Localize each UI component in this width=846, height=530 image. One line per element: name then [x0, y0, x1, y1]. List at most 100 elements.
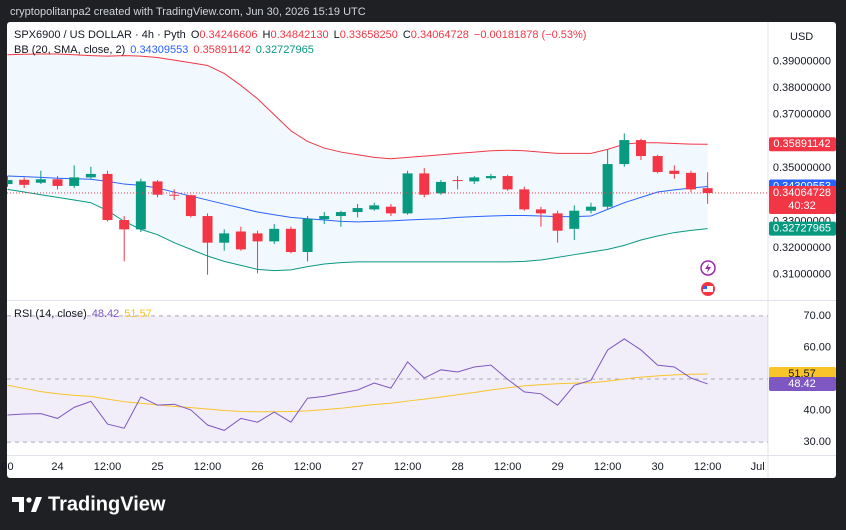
candle-body	[519, 189, 530, 210]
candle-body	[485, 176, 496, 179]
y-tick-label: 40.00	[803, 404, 831, 416]
ohlc-label: H	[263, 29, 271, 41]
last-value-label: 0.35891142	[773, 138, 830, 150]
legend: SPX6900 / US DOLLAR · 4h · Pyth O0.342466…	[14, 29, 586, 41]
indicator-value: 0.34309553	[130, 44, 188, 56]
y-tick-label: 0.35000000	[773, 162, 831, 174]
panel	[7, 22, 836, 478]
last-value-box	[769, 185, 836, 214]
candle-body	[535, 209, 546, 214]
candle-body	[169, 194, 180, 196]
countdown: 40:32	[788, 200, 816, 212]
symbol-title: SPX6900 / US DOLLAR · 4h · Pyth	[14, 29, 186, 41]
candle-body	[202, 216, 213, 243]
brand: TradingView	[48, 493, 166, 515]
y-tick-label: 0.39000000	[773, 55, 831, 67]
candle-body	[652, 156, 663, 173]
candle-body	[35, 179, 46, 183]
x-tick-label: 00	[1, 461, 13, 473]
y-tick-label: 0.31000000	[773, 269, 831, 281]
ohlc-label: C	[403, 29, 411, 41]
x-tick-label: 26	[251, 461, 263, 473]
candle-body	[119, 220, 130, 230]
candle-body	[469, 177, 480, 182]
axes: 00 24 12:00 25 12:00 26 12:00 27 12:00 28 12:00 29 1…	[1, 55, 836, 473]
candle-body	[252, 233, 263, 242]
candle-body	[102, 173, 113, 221]
candle-body	[602, 164, 613, 207]
event-icon[interactable]	[701, 282, 715, 296]
y-tick-label: 0.32000000	[773, 242, 831, 254]
candle-body	[502, 176, 513, 190]
candle-body	[452, 180, 463, 182]
last-value-box	[769, 137, 836, 152]
indicator-title: RSI (14, close)	[14, 308, 87, 320]
indicator-value: 0.32727965	[256, 44, 314, 56]
band-fill	[7, 53, 708, 271]
candle-body	[52, 179, 63, 186]
ohlc-label: L	[334, 29, 340, 41]
indicator-value: 51.57	[124, 308, 152, 320]
alert-icon[interactable]	[700, 260, 716, 276]
price-pane	[7, 53, 768, 275]
x-tick-label: 24	[51, 461, 63, 473]
legend: RSI (14, close) 48.42 51.57	[14, 308, 152, 320]
x-tick-label: 12:00	[394, 461, 422, 473]
ohlc-label: O	[191, 29, 200, 41]
candle-body	[569, 210, 580, 229]
x-tick-label: 30	[652, 461, 664, 473]
last-value-label: 48.42	[788, 378, 816, 390]
x-tick-label: 28	[451, 461, 463, 473]
change-label: −0.00181878 (−0.53%)	[474, 29, 587, 41]
y-tick-label: 70.00	[803, 310, 831, 322]
indicator-value: 48.42	[92, 308, 120, 320]
x-tick-label: 12:00	[94, 461, 122, 473]
ohlc-value: 0.34842130	[270, 29, 328, 41]
last-value-label: 0.34064728	[773, 187, 831, 199]
candle-body	[352, 208, 363, 213]
candle-body	[335, 212, 346, 217]
candle-body	[152, 181, 163, 195]
x-tick-label: 12:00	[594, 461, 622, 473]
candle-body	[19, 179, 30, 185]
candle-body	[7, 180, 13, 185]
series-line	[7, 373, 708, 413]
last-value-box	[769, 221, 836, 236]
candle-body	[302, 218, 313, 253]
candle-body	[435, 181, 446, 194]
candle-body	[702, 188, 713, 193]
candle-body	[185, 195, 196, 217]
candle-body	[669, 170, 680, 174]
candle-body	[385, 206, 396, 214]
x-tick-label: 29	[551, 461, 563, 473]
candle-body	[552, 213, 563, 231]
candle-body	[402, 173, 413, 214]
x-tick-label: 12:00	[494, 461, 522, 473]
candle-body	[269, 228, 280, 242]
attribution: cryptopolitanpa2 created with TradingVie…	[10, 6, 366, 18]
x-tick-label: 12:00	[694, 461, 722, 473]
x-tick-label: Jul	[751, 461, 765, 473]
bb-upper	[7, 53, 708, 160]
candle-body	[685, 172, 696, 190]
indicator-title: BB (20, SMA, close, 2)	[14, 44, 125, 56]
last-value-label: 0.32727965	[773, 223, 831, 235]
candle-body	[219, 233, 230, 243]
candle-body	[635, 140, 646, 157]
indicator-value: 0.35891142	[193, 44, 250, 56]
candle-body	[419, 173, 430, 195]
brand-logo	[12, 497, 42, 512]
candle-body	[85, 173, 96, 178]
x-tick-label: 12:00	[294, 461, 322, 473]
candle-body	[285, 228, 296, 253]
ohlc-value: 0.34064728	[411, 29, 469, 41]
x-tick-label: 25	[151, 461, 163, 473]
rsi-pane	[7, 315, 768, 443]
last-value-box	[769, 376, 836, 391]
y-tick-label: 30.00	[803, 436, 831, 448]
x-tick-label: 27	[351, 461, 363, 473]
y-tick-label: 0.38000000	[773, 82, 831, 94]
x-tick-label: 12:00	[194, 461, 222, 473]
